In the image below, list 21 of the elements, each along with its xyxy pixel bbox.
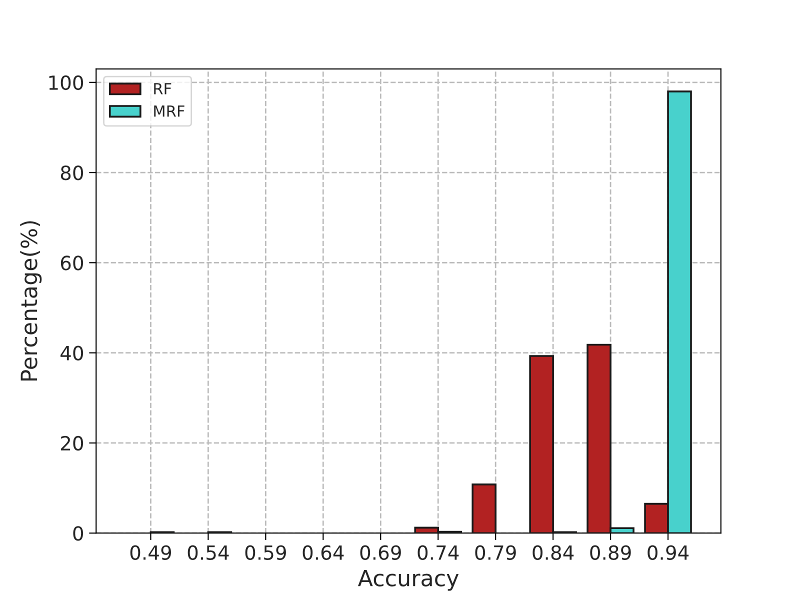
x-tick-label: 0.79: [475, 545, 516, 560]
legend-label: RF: [154, 83, 172, 94]
y-tick-label: 0: [73, 526, 84, 541]
x-tick-label: 0.84: [532, 545, 574, 560]
x-tick-label: 0.64: [302, 545, 344, 560]
x-tick-label: 0.74: [418, 545, 459, 560]
x-tick-label: 0.59: [245, 545, 286, 560]
x-tick-label: 0.69: [360, 545, 401, 560]
x-tick-label: 0.94: [648, 545, 689, 560]
y-tick-label: 20: [60, 436, 84, 451]
x-tick-label: 0.89: [590, 545, 631, 560]
y-axis-title: Percentage(%): [20, 221, 42, 381]
y-tick-label: 100: [49, 75, 84, 90]
y-tick-label: 60: [60, 256, 84, 270]
y-tick-label: 80: [60, 166, 84, 180]
x-tick-label: 0.49: [130, 545, 172, 560]
x-axis-title: Accuracy: [358, 570, 459, 591]
y-tick-label: 40: [60, 346, 84, 360]
x-tick-label: 0.54: [188, 545, 229, 560]
legend-label: MRF: [154, 106, 184, 117]
bar: [472, 484, 496, 534]
